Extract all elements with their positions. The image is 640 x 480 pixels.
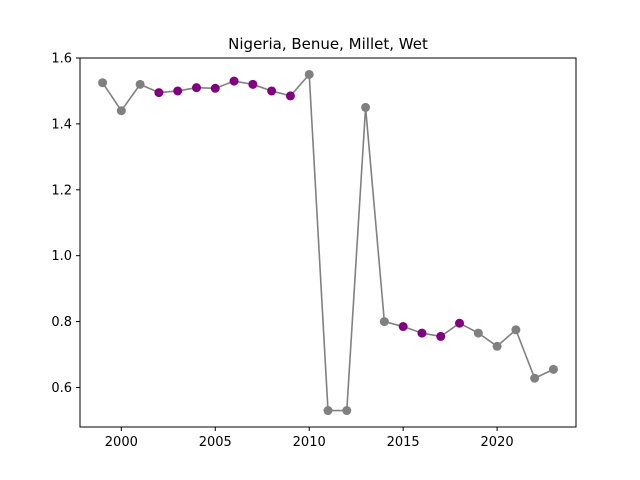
data-point-2005 bbox=[210, 83, 220, 93]
y-tick-label: 0.6 bbox=[51, 381, 72, 396]
data-point-2003 bbox=[173, 86, 183, 96]
data-point-2007 bbox=[248, 79, 258, 89]
x-axis: 2000 2005 2010 2015 2020 bbox=[105, 427, 514, 450]
data-point-2020 bbox=[492, 341, 502, 351]
x-tick-label: 2015 bbox=[387, 435, 420, 450]
data-point-2010 bbox=[304, 69, 314, 79]
series-line-group bbox=[98, 69, 558, 416]
y-axis: 0.6 0.8 1.0 1.2 1.4 1.6 bbox=[51, 52, 80, 396]
data-point-2013 bbox=[361, 102, 371, 112]
data-point-2023 bbox=[548, 364, 558, 374]
data-point-2019 bbox=[473, 328, 483, 338]
data-point-2022 bbox=[530, 373, 540, 383]
y-tick-label: 0.8 bbox=[51, 315, 72, 330]
data-point-2000 bbox=[116, 106, 126, 116]
x-tick-label: 2000 bbox=[105, 435, 138, 450]
y-tick-label: 1.4 bbox=[51, 117, 72, 132]
data-point-2014 bbox=[379, 317, 389, 327]
data-point-2021 bbox=[511, 325, 521, 335]
data-point-2009 bbox=[285, 91, 295, 101]
y-tick-label: 1.6 bbox=[51, 52, 72, 67]
data-point-2017 bbox=[436, 331, 446, 341]
series-line bbox=[101, 72, 554, 412]
chart-title: Nigeria, Benue, Millet, Wet bbox=[228, 35, 428, 53]
x-tick-label: 2010 bbox=[293, 435, 326, 450]
data-point-2016 bbox=[417, 328, 427, 338]
data-point-2015 bbox=[398, 322, 408, 332]
y-tick-label: 1.0 bbox=[51, 249, 72, 264]
data-point-2018 bbox=[455, 318, 465, 328]
data-point-2008 bbox=[267, 86, 277, 96]
data-point-2011 bbox=[323, 406, 333, 416]
data-point-2002 bbox=[154, 88, 164, 98]
data-point-2004 bbox=[191, 83, 201, 93]
data-point-2012 bbox=[342, 406, 352, 416]
x-tick-label: 2020 bbox=[481, 435, 514, 450]
x-tick-label: 2005 bbox=[199, 435, 232, 450]
y-tick-label: 1.2 bbox=[51, 183, 72, 198]
data-point-2006 bbox=[229, 76, 239, 86]
data-point-2001 bbox=[135, 79, 145, 89]
data-point-1999 bbox=[98, 78, 108, 88]
plot-area bbox=[79, 57, 577, 428]
